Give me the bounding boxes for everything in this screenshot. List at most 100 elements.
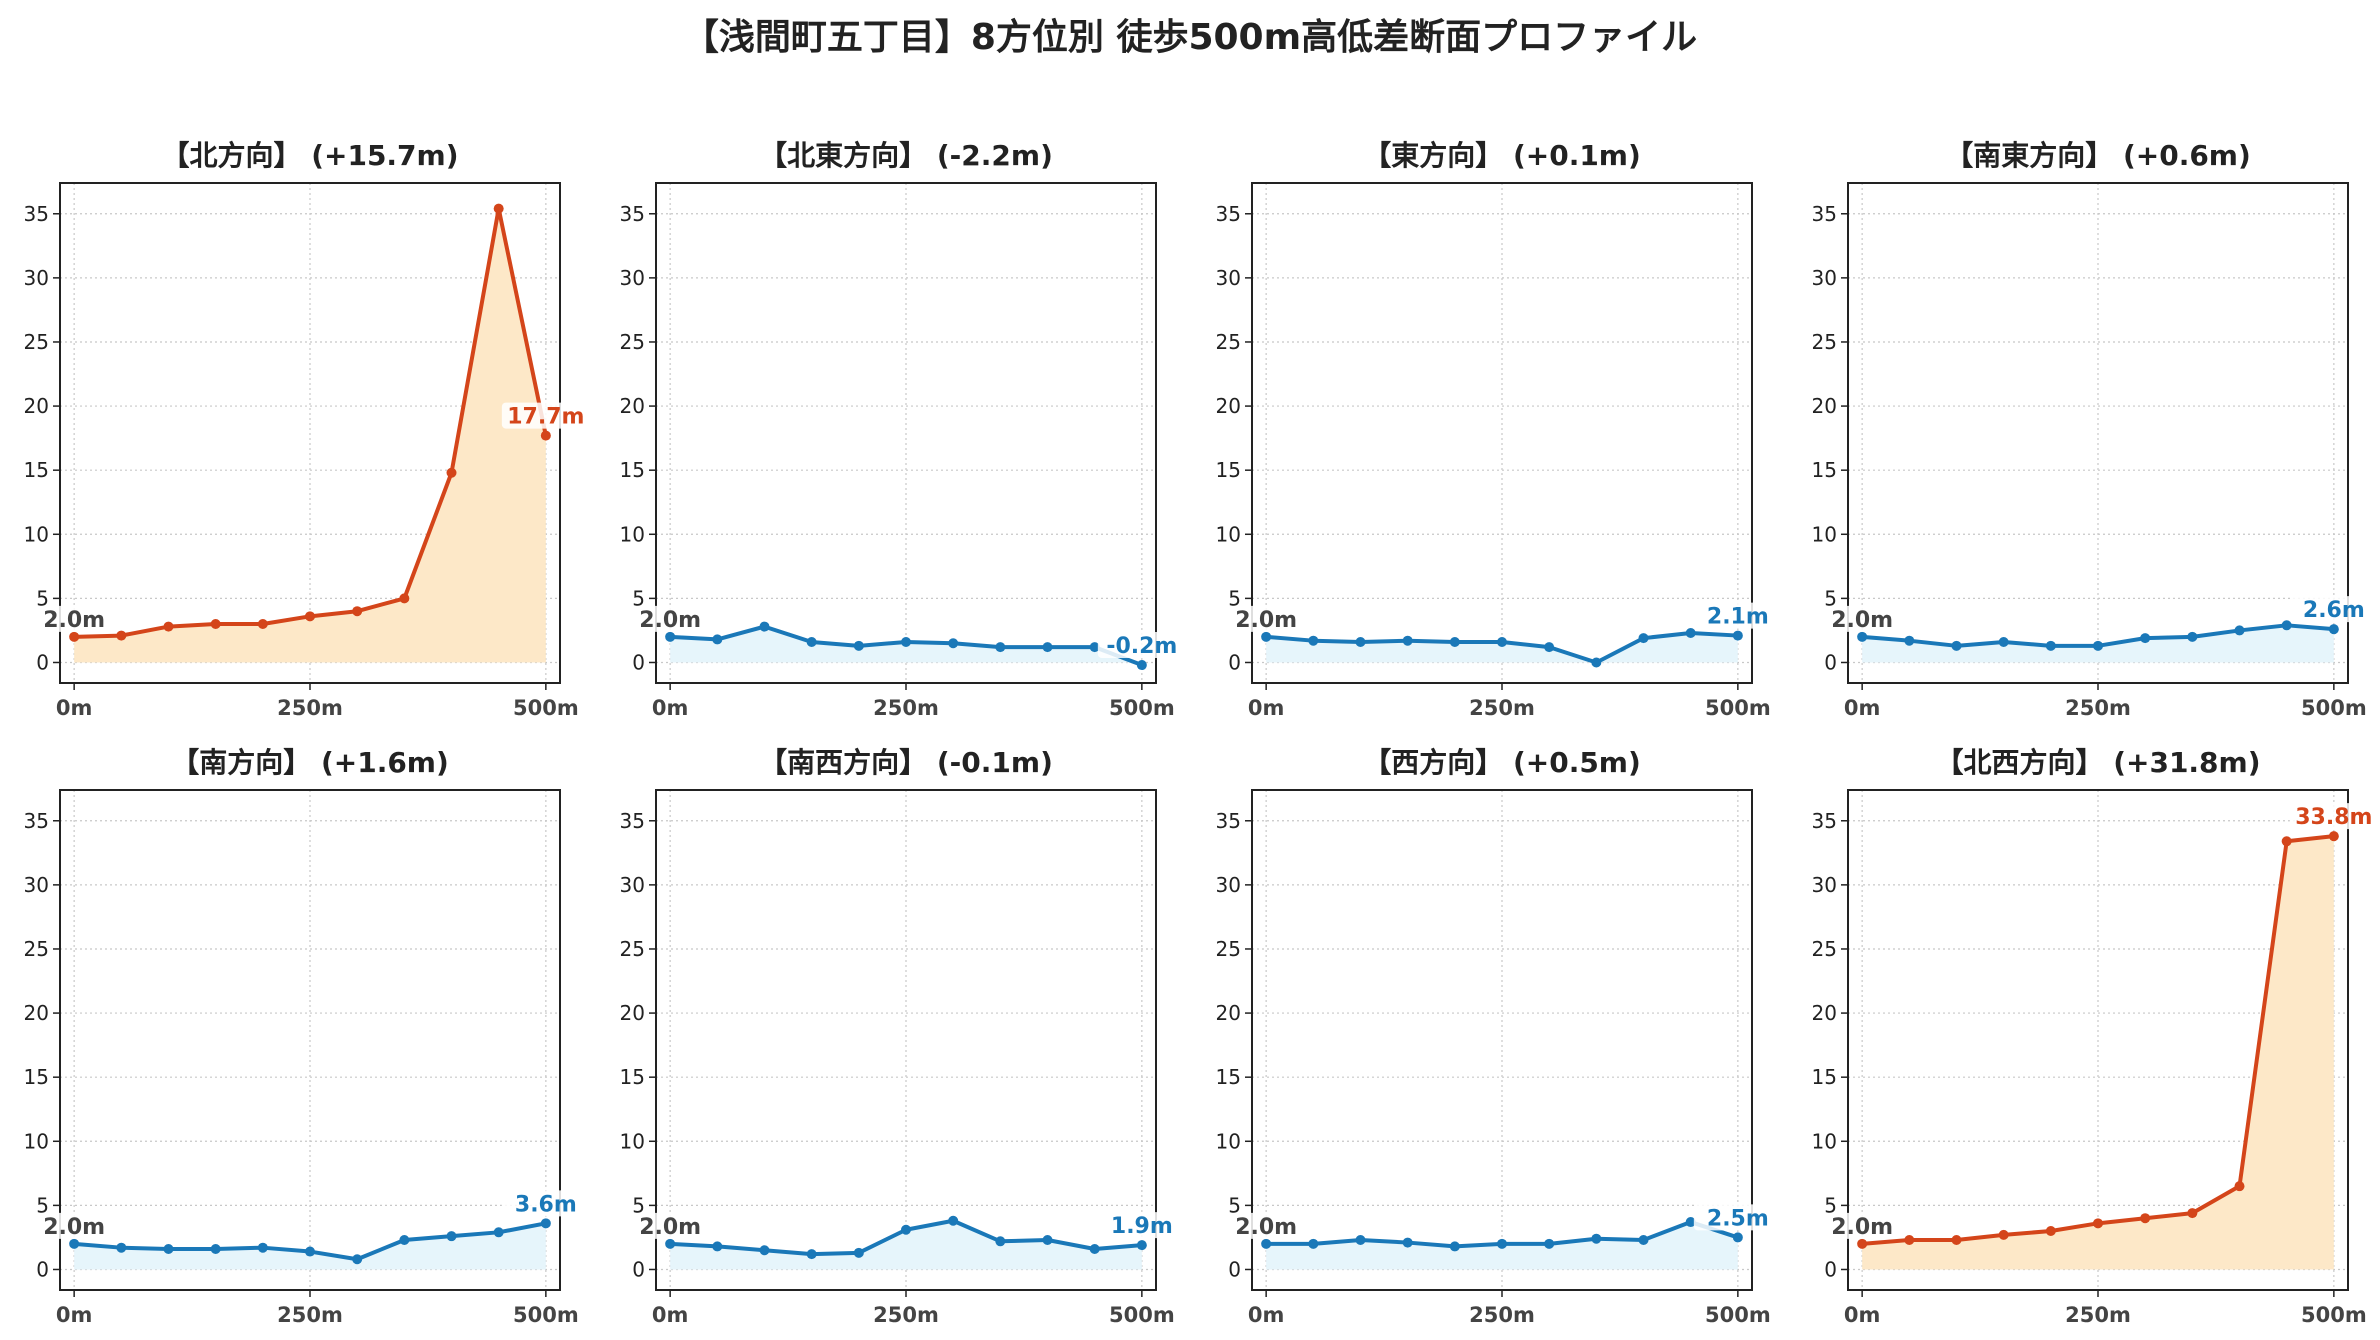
end-value-label: 2.1m <box>1707 605 1769 630</box>
x-tick-label: 0m <box>56 1303 93 1327</box>
y-tick-label: 30 <box>620 873 645 897</box>
y-tick-label: 15 <box>1812 1065 1837 1089</box>
x-tick-label: 250m <box>2065 1303 2131 1327</box>
data-point <box>1355 636 1366 647</box>
y-tick-label: 5 <box>1228 586 1241 610</box>
data-point <box>1308 635 1319 646</box>
data-point <box>69 631 80 642</box>
y-tick-label: 30 <box>24 873 49 897</box>
data-point <box>665 1238 676 1249</box>
chart-panel: 0 5 10 15 20 25 30 35 0m 250m 500m 【西方向】 (+0.5m) 2.0… <box>1216 746 1782 1327</box>
y-tick-label: 35 <box>1812 809 1837 833</box>
chart-panel: 0 5 10 15 20 25 30 35 0m 250m 500m 【南方向】 (+1.6m) 2.0… <box>24 746 590 1327</box>
y-tick-label: 20 <box>620 1001 645 1025</box>
data-point <box>540 430 551 441</box>
x-tick-label: 500m <box>1705 1303 1771 1327</box>
x-tick-label: 250m <box>873 1303 939 1327</box>
y-tick-label: 20 <box>620 394 645 418</box>
data-point <box>305 611 315 622</box>
data-point <box>1591 657 1602 668</box>
data-point <box>759 1245 770 1256</box>
y-tick-label: 30 <box>1812 873 1837 897</box>
end-value-label: 33.8m <box>2295 805 2372 830</box>
chart-panel: 0 5 10 15 20 25 30 35 0m 250m 500m 【南東方向】 (+0.6m) 2.… <box>1812 139 2378 720</box>
y-tick-label: 30 <box>1216 873 1241 897</box>
data-point <box>759 621 770 632</box>
data-point <box>2187 1208 2198 1219</box>
y-tick-label: 35 <box>1812 202 1837 226</box>
area-fill <box>74 1223 546 1270</box>
y-tick-label: 15 <box>24 458 49 482</box>
y-tick-label: 35 <box>620 809 645 833</box>
y-tick-label: 0 <box>1228 1257 1241 1281</box>
panel-title: 【南東方向】 (+0.6m) <box>1945 139 2251 172</box>
end-label-bg <box>1693 602 1782 629</box>
end-value-label: 3.6m <box>515 1192 577 1217</box>
data-point <box>2187 631 2198 642</box>
data-point <box>1951 1235 1962 1245</box>
end-value-label: 17.7m <box>507 405 584 430</box>
end-label-bg <box>2289 803 2378 830</box>
start-label-bg <box>636 1212 705 1239</box>
data-point <box>995 642 1006 653</box>
data-point <box>493 1227 504 1238</box>
start-value-label: 2.0m <box>43 608 105 633</box>
start-value-label: 2.0m <box>1831 1215 1893 1240</box>
start-value-label: 2.0m <box>639 1215 701 1240</box>
panel-title: 【南方向】 (+1.6m) <box>171 746 449 779</box>
end-label-bg <box>2289 596 2378 623</box>
x-tick-label: 250m <box>277 1303 343 1327</box>
y-tick-label: 30 <box>1216 266 1241 290</box>
end-value-label: 2.5m <box>1707 1206 1769 1231</box>
end-value-label: 2.6m <box>2303 598 2365 623</box>
chart-panel: 0 5 10 15 20 25 30 35 0m 250m 500m 【北方向】 (+15.7m) 2.… <box>24 139 590 720</box>
y-tick-label: 10 <box>1216 522 1241 546</box>
end-value-label: -0.2m <box>1106 634 1177 659</box>
panel-title: 【南西方向】 (-0.1m) <box>759 746 1053 779</box>
data-point <box>948 638 959 649</box>
y-tick-label: 20 <box>24 1001 49 1025</box>
y-tick-label: 30 <box>1812 266 1837 290</box>
y-tick-label: 0 <box>632 1257 645 1281</box>
data-point <box>1136 660 1147 671</box>
data-point <box>1261 1238 1272 1249</box>
start-label-bg <box>1232 605 1301 632</box>
data-point <box>1261 631 1272 642</box>
data-point <box>712 1241 723 1252</box>
data-point <box>1732 1232 1743 1243</box>
y-tick-label: 20 <box>1216 394 1241 418</box>
y-tick-label: 10 <box>620 522 645 546</box>
data-point <box>2281 620 2292 631</box>
chart-panel: 0 5 10 15 20 25 30 35 0m 250m 500m 【東方向】 (+0.1m) 2.0… <box>1216 139 1782 720</box>
data-point <box>163 1243 174 1254</box>
data-point <box>2140 633 2151 644</box>
data-point <box>352 1254 363 1265</box>
y-tick-label: 30 <box>24 266 49 290</box>
x-tick-label: 0m <box>1248 1303 1285 1327</box>
chart-panel: 0 5 10 15 20 25 30 35 0m 250m 500m 【南西方向】 (-0.1m) 2.… <box>620 746 1186 1327</box>
y-tick-label: 5 <box>1824 586 1837 610</box>
area-fill <box>670 1220 1142 1270</box>
y-tick-label: 30 <box>620 266 645 290</box>
y-tick-label: 25 <box>1216 937 1241 961</box>
data-point <box>399 1235 410 1245</box>
y-tick-label: 20 <box>1812 1001 1837 1025</box>
data-point <box>163 621 174 632</box>
data-point <box>1308 1238 1319 1249</box>
y-tick-label: 35 <box>1216 202 1241 226</box>
main-title: 【浅間町五丁目】8方位別 徒歩500m高低差断面プロファイル <box>682 17 1698 58</box>
y-tick-label: 15 <box>1812 458 1837 482</box>
end-label-bg <box>1693 1204 1782 1231</box>
x-tick-label: 500m <box>513 1303 579 1327</box>
data-point <box>1591 1233 1602 1244</box>
area-fill <box>1266 633 1738 663</box>
data-point <box>1449 636 1460 647</box>
data-point <box>1042 642 1053 653</box>
data-point <box>2328 624 2339 635</box>
y-tick-label: 5 <box>1824 1193 1837 1217</box>
x-tick-label: 0m <box>652 696 689 720</box>
start-label-bg <box>1828 605 1897 632</box>
y-tick-label: 10 <box>24 1129 49 1153</box>
x-tick-label: 0m <box>56 696 93 720</box>
